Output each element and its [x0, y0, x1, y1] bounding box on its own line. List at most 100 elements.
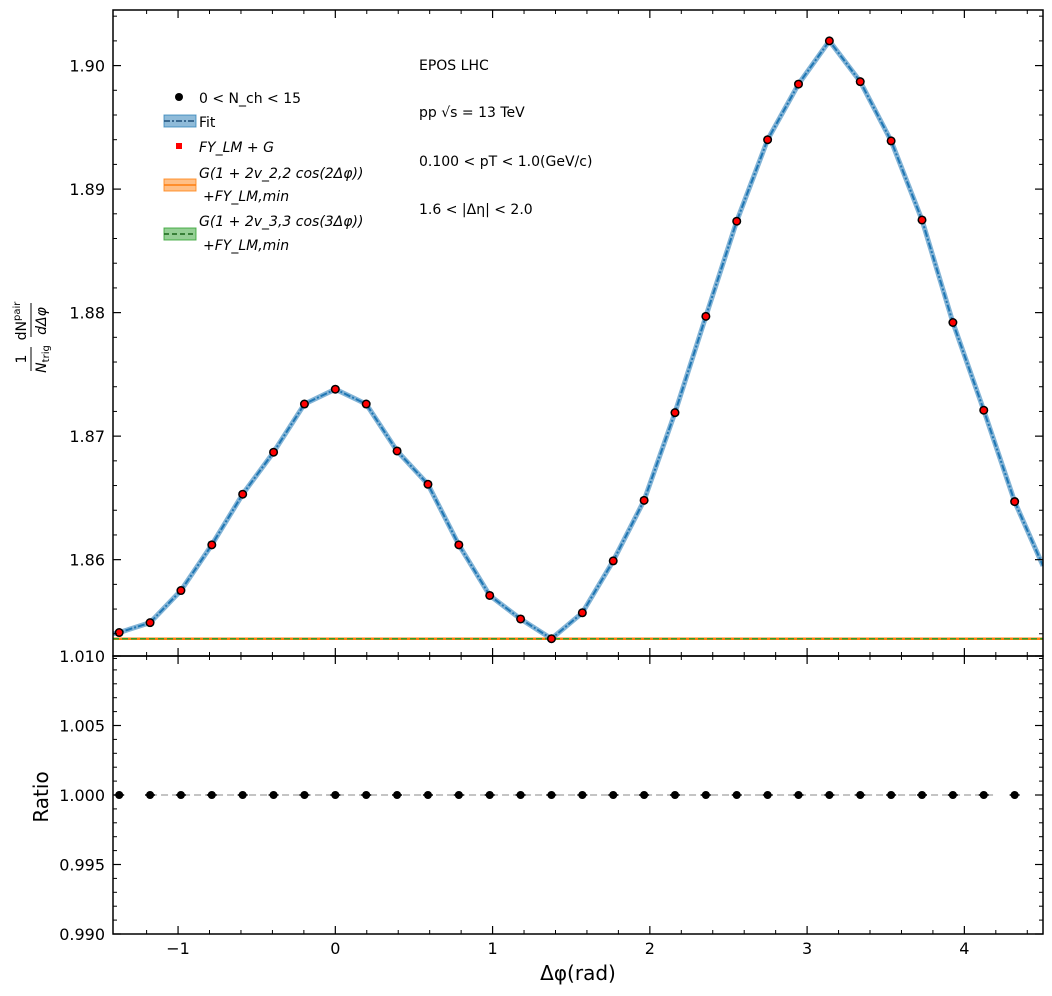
- ratio-point: [948, 791, 957, 799]
- ratio-panel: 0.990 0.995 1.000 1.005 1.010 −1 0 1 2 3 4 Ratio Δ…: [29, 647, 1044, 985]
- fylm-point: [394, 447, 401, 454]
- fylm-point: [301, 401, 308, 408]
- ratio-point: [393, 791, 402, 799]
- ratio-point: [887, 791, 896, 799]
- fylm-point: [641, 497, 648, 504]
- fylm-point: [949, 319, 956, 326]
- fylm-point: [424, 481, 431, 488]
- annotation-pt-range: 0.100 < pT < 1.0(GeV/c): [419, 154, 592, 170]
- fylm-point: [795, 81, 802, 88]
- ratio-point: [918, 791, 927, 799]
- ratio-y-tick-label: 1.005: [59, 717, 105, 736]
- legend-entry-data: 0 < N_ch < 15: [175, 91, 301, 107]
- fylm-point: [919, 216, 926, 223]
- x-tick-label: 0: [330, 939, 340, 958]
- ratio-point: [547, 791, 556, 799]
- ratio-point: [516, 791, 525, 799]
- ratio-point: [609, 791, 618, 799]
- ratio-point: [269, 791, 278, 799]
- fylm-point: [116, 629, 123, 636]
- ratio-y-axis-label: Ratio: [29, 771, 53, 822]
- x-tick-label: 2: [645, 939, 655, 958]
- svg-text:Ntrig: Ntrig: [34, 345, 52, 373]
- ratio-point: [176, 791, 185, 799]
- series-fit-line: [113, 39, 1043, 640]
- fylm-point: [548, 635, 555, 642]
- annotations: EPOS LHC pp √s = 13 TeV 0.100 < pT < 1.0…: [419, 58, 592, 218]
- fylm-point: [208, 541, 215, 548]
- ratio-point: [979, 791, 988, 799]
- fylm-point: [1011, 498, 1018, 505]
- ratio-point: [146, 791, 155, 799]
- ratio-point: [362, 791, 371, 799]
- fylm-point: [826, 37, 833, 44]
- legend-entry-v22: G(1 + 2v_2,2 cos(2Δφ)) +FY_LM,min: [163, 166, 363, 205]
- fylm-point: [671, 409, 678, 416]
- ratio-point: [732, 791, 741, 799]
- fylm-point: [486, 592, 493, 599]
- svg-text:dNpair: dNpair: [12, 301, 30, 341]
- ylabel-frac-top: 1: [14, 355, 30, 364]
- legend-entry-fylm: FY_LM + G: [176, 140, 274, 156]
- ratio-point: [578, 791, 587, 799]
- ylabel-num-bottom: dΔφ: [34, 306, 50, 334]
- fylm-point: [517, 615, 524, 622]
- ratio-y-tick-label: 0.990: [59, 925, 105, 944]
- legend-label-v33-line2: +FY_LM,min: [203, 238, 289, 254]
- fylm-point: [764, 136, 771, 143]
- ratio-point: [825, 791, 834, 799]
- legend-entry-v33: G(1 + 2v_3,3 cos(3Δφ)) +FY_LM,min: [163, 214, 363, 254]
- legend: 0 < N_ch < 15 Fit FY_LM + G G(1 + 2v_2,2…: [163, 91, 363, 254]
- legend-label-fit: Fit: [199, 115, 216, 131]
- ratio-point: [763, 791, 772, 799]
- legend-red-marker: [176, 143, 182, 149]
- main-panel: 1.861.871.881.891.90 1 Ntrig dNpair dΔφ …: [12, 9, 1044, 659]
- fylm-point: [332, 386, 339, 393]
- fylm-point: [733, 218, 740, 225]
- legend-black-marker: [175, 93, 183, 101]
- ratio-y-tick-label: 1.010: [59, 647, 105, 666]
- legend-label-v22-line1: G(1 + 2v_2,2 cos(2Δφ)): [199, 166, 363, 182]
- fylm-point: [579, 609, 586, 616]
- annotation-generator: EPOS LHC: [419, 58, 489, 74]
- fylm-point: [363, 401, 370, 408]
- ratio-point: [794, 791, 803, 799]
- annotation-collision: pp √s = 13 TeV: [419, 105, 525, 121]
- fylm-point: [702, 313, 709, 320]
- legend-entry-fit: Fit: [163, 114, 216, 131]
- ylabel-frac-bottom: N: [34, 362, 50, 373]
- annotation-eta-range: 1.6 < |Δη| < 2.0: [419, 202, 533, 218]
- fylm-point: [177, 587, 184, 594]
- ylabel-num-sup: pair: [12, 301, 23, 321]
- ratio-point: [331, 791, 340, 799]
- legend-label-data: 0 < N_ch < 15: [199, 91, 301, 107]
- ratio-point: [300, 791, 309, 799]
- ratio-point: [701, 791, 710, 799]
- ratio-point: [238, 791, 247, 799]
- ratio-y-tick-label: 1.000: [59, 786, 105, 805]
- y-tick-label: 1.86: [69, 551, 105, 570]
- y-tick-label: 1.88: [69, 304, 105, 323]
- ratio-point: [207, 791, 216, 799]
- ylabel-frac-bottom-sub: trig: [41, 345, 52, 362]
- y-tick-label: 1.90: [69, 57, 105, 76]
- y-tick-label: 1.89: [69, 180, 105, 199]
- ylabel-num-top: dN: [14, 321, 30, 340]
- ratio-point: [454, 791, 463, 799]
- fylm-point: [270, 449, 277, 456]
- ratio-point: [640, 791, 649, 799]
- series-fit-band: [113, 36, 1043, 642]
- ratio-point: [423, 791, 432, 799]
- fylm-point: [610, 557, 617, 564]
- x-tick-label: 4: [959, 939, 969, 958]
- fylm-point: [857, 78, 864, 85]
- legend-label-v33-line1: G(1 + 2v_3,3 cos(3Δφ)): [199, 214, 363, 230]
- fylm-point: [888, 137, 895, 144]
- fylm-point: [980, 407, 987, 414]
- fylm-point: [455, 541, 462, 548]
- x-tick-label: 1: [487, 939, 497, 958]
- ratio-y-tick-label: 0.995: [59, 856, 105, 875]
- legend-label-v22-line2: +FY_LM,min: [203, 189, 289, 205]
- x-axis-label: Δφ(rad): [540, 961, 616, 985]
